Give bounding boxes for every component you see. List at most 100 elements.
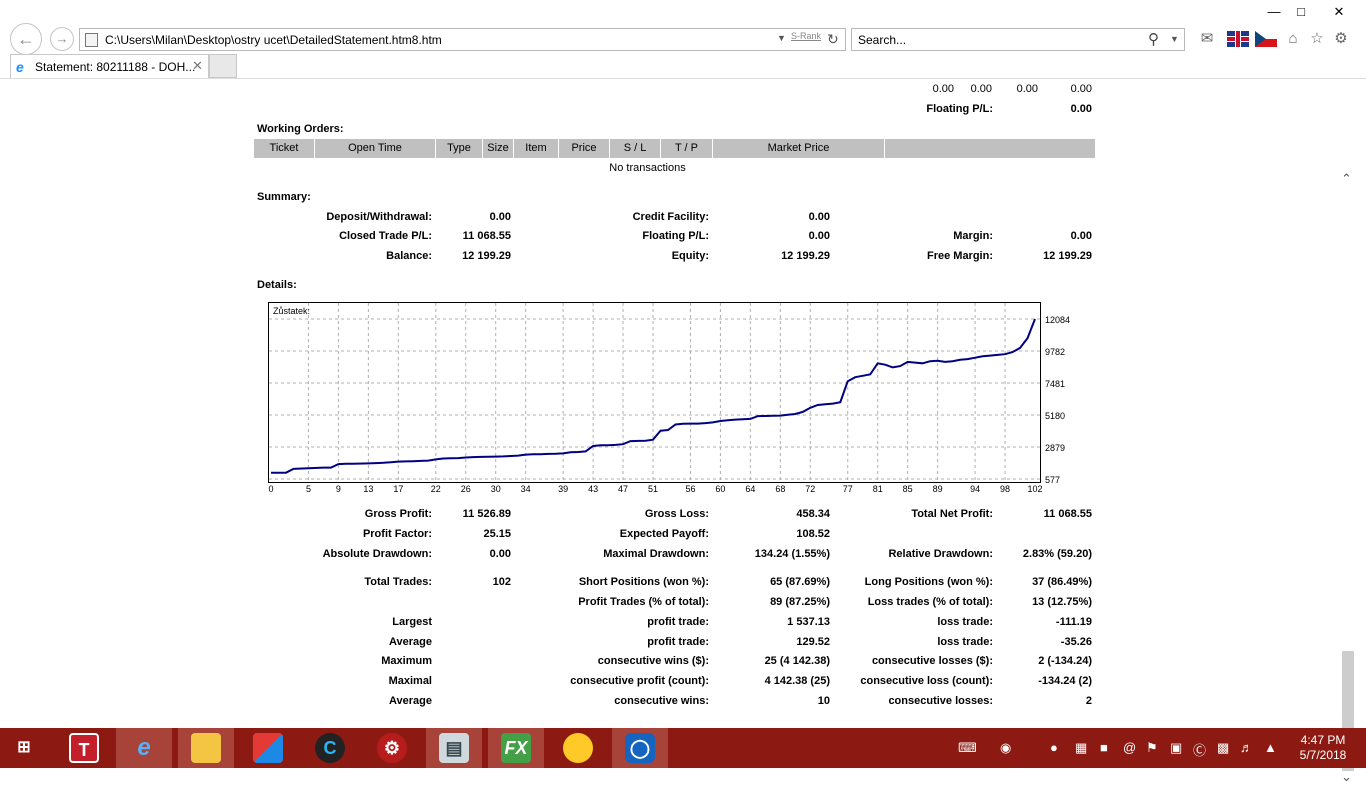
profit-factor-value: 25.15 [483, 528, 511, 540]
tray-app2-icon[interactable]: ■ [1100, 740, 1108, 755]
row-average-right-label: loss trade: [937, 636, 993, 648]
details-title: Details: [257, 279, 297, 291]
clock[interactable]: 4:47 PM 5/7/2018 [1290, 733, 1356, 763]
total-net-label: Total Net Profit: [911, 508, 993, 520]
floating-pl-label: Floating P/L: [642, 230, 709, 242]
taskbar-cube-app[interactable] [240, 728, 296, 768]
x-tick-label: 64 [745, 484, 755, 494]
row-avg-consec-right-label: consecutive losses: [888, 695, 993, 707]
tray-at-icon[interactable]: @ [1123, 740, 1137, 755]
monitor-icon: ▤ [439, 733, 469, 763]
x-tick-label: 85 [903, 484, 913, 494]
mail-icon[interactable]: ✉ [1200, 30, 1214, 47]
search-icon[interactable]: ⚲ [1148, 31, 1159, 48]
margin-label: Margin: [953, 230, 993, 242]
taskbar-explorer[interactable] [178, 728, 234, 768]
row-maximum-mid-label: consecutive wins ($): [597, 655, 709, 667]
row-avg-consec-right-value: 2 [1085, 695, 1092, 707]
refresh-icon[interactable]: ↻ [827, 31, 839, 47]
expected-payoff-label: Expected Payoff: [619, 528, 709, 540]
col-price: Price [559, 139, 610, 158]
profit-trades-value: 89 (87.25%) [770, 596, 830, 608]
clock-date: 5/7/2018 [1299, 748, 1347, 762]
lock-icon[interactable]: ▣ [1170, 740, 1183, 755]
uk-flag-icon[interactable] [1227, 31, 1249, 47]
address-url[interactable]: C:\Users\Milan\Desktop\ostry ucet\Detail… [105, 33, 442, 47]
taskbar-steering-app[interactable]: ◯ [612, 728, 668, 768]
tray-c-icon[interactable]: Ⓒ [1193, 743, 1207, 758]
chevron-down-icon[interactable]: ▼ [1170, 34, 1179, 44]
working-orders-title: Working Orders: [257, 123, 344, 135]
taskbar-monitor-app[interactable]: ▤ [426, 728, 482, 768]
row-maximum-mid-value: 25 (4 142.38) [764, 655, 830, 667]
page-favicon-icon [85, 33, 98, 47]
taskbar-ie[interactable]: e [116, 728, 172, 768]
start-button[interactable]: ⊞ [0, 728, 56, 768]
flag-icon[interactable]: ⚑ [1146, 740, 1158, 755]
taskbar-paint-app[interactable] [550, 728, 606, 768]
gross-loss-value: 458.34 [796, 508, 830, 520]
col-open-time: Open Time [315, 139, 436, 158]
taskbar-c-browser[interactable]: C [302, 728, 358, 768]
new-tab-button[interactable] [209, 54, 237, 78]
x-tick-label: 77 [843, 484, 853, 494]
favorites-star-icon[interactable]: ☆ [1310, 30, 1324, 47]
credit-value: 0.00 [808, 211, 830, 223]
settings-gear-icon[interactable]: ⚙ [1334, 30, 1348, 47]
taskbar-app-t[interactable]: T [56, 728, 112, 768]
c-browser-icon: C [315, 733, 345, 763]
row-average-right-value: -35.26 [1060, 636, 1092, 648]
x-tick-label: 89 [933, 484, 943, 494]
x-tick-label: 51 [648, 484, 658, 494]
search-box[interactable]: ⚲ ▼ [851, 28, 1185, 51]
top-floating-label: Floating P/L: [926, 103, 993, 115]
wifi-icon[interactable]: ▲ [1264, 740, 1277, 755]
tray-bug-icon[interactable]: ● [1050, 740, 1058, 755]
monitor-tray-icon[interactable]: ▩ [1217, 740, 1230, 755]
tab-statement[interactable]: e Statement: 80211188 - DOH... ✕ [10, 54, 209, 78]
tray-app-icon[interactable]: ◉ [1000, 740, 1012, 755]
paint-palette-icon [563, 733, 593, 763]
taskbar-fx-app[interactable]: FX [488, 728, 544, 768]
row-avg-consec-mid-label: consecutive wins: [614, 695, 709, 707]
maximize-icon[interactable]: □ [1297, 4, 1305, 19]
vertical-scrollbar[interactable]: ⌃ ⌄ [1339, 161, 1357, 791]
chevron-down-icon[interactable]: ▼ [777, 33, 786, 43]
tray-network-icon[interactable]: ▦ [1075, 740, 1088, 755]
row-maximal-right-value: -134.24 (2) [1038, 675, 1092, 687]
minimize-icon[interactable]: — [1267, 4, 1281, 19]
long-positions-value: 37 (86.49%) [1032, 576, 1092, 588]
close-icon[interactable]: ✕ [1333, 4, 1345, 19]
tab-close-icon[interactable]: ✕ [192, 58, 203, 73]
ie-icon: e [137, 734, 151, 761]
keyboard-icon[interactable]: ⌨ [958, 740, 977, 755]
x-tick-label: 60 [715, 484, 725, 494]
volume-icon[interactable]: ♬ [1240, 740, 1253, 755]
srank-link[interactable]: S-Rank [791, 31, 822, 41]
home-icon[interactable]: ⌂ [1288, 30, 1298, 47]
deposit-value: 0.00 [489, 211, 511, 223]
abs-dd-value: 0.00 [489, 548, 511, 560]
x-tick-label: 94 [970, 484, 980, 494]
steering-wheel-icon: ◯ [625, 733, 655, 763]
x-tick-label: 68 [775, 484, 785, 494]
search-input[interactable] [858, 32, 1138, 48]
col-size: Size [483, 139, 514, 158]
back-icon[interactable]: ← [10, 23, 42, 55]
chart-axes: 12084 9782 7481 5180 2879 577 0 5 9 13 17 22 26 30 34 3… [268, 315, 1070, 494]
taskbar-gear-app[interactable]: ⚙ [364, 728, 420, 768]
balance-label: Balance: [386, 250, 432, 262]
forward-icon[interactable]: → [50, 27, 74, 51]
x-tick-label: 9 [336, 484, 341, 494]
top-value-4: 0.00 [1070, 83, 1092, 95]
x-tick-label: 98 [1000, 484, 1010, 494]
y-tick-label: 9782 [1045, 347, 1065, 357]
scroll-up-icon[interactable]: ⌃ [1341, 171, 1352, 186]
czech-flag-icon[interactable] [1255, 31, 1277, 47]
balance-value: 12 199.29 [462, 250, 511, 262]
x-tick-label: 102 [1027, 484, 1042, 494]
max-dd-value: 134.24 (1.55%) [754, 548, 830, 560]
col-tp: T / P [661, 139, 713, 158]
address-bar[interactable]: C:\Users\Milan\Desktop\ostry ucet\Detail… [79, 28, 846, 51]
scroll-down-icon[interactable]: ⌄ [1341, 769, 1352, 784]
